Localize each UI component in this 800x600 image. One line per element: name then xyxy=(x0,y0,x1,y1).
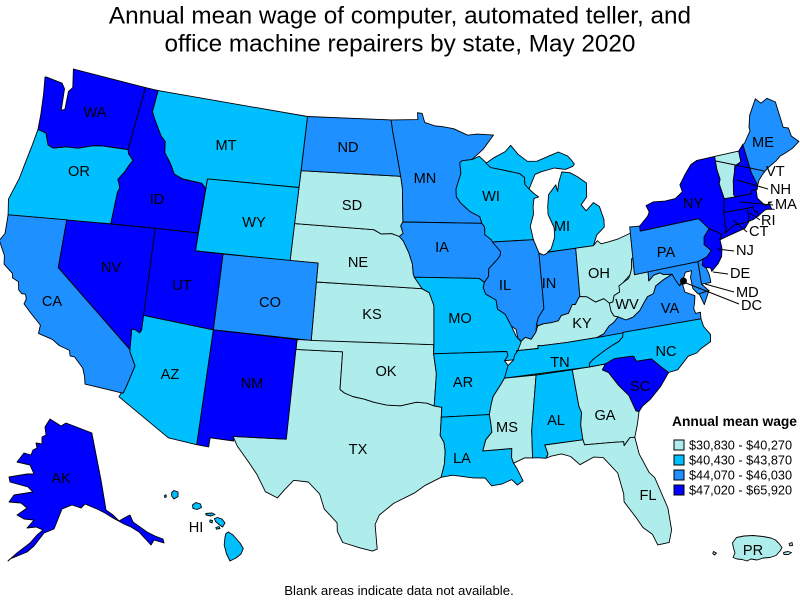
svg-text:WA: WA xyxy=(84,105,107,121)
svg-text:KS: KS xyxy=(362,307,382,323)
svg-text:KY: KY xyxy=(572,316,592,332)
svg-text:SC: SC xyxy=(630,379,650,395)
svg-text:WV: WV xyxy=(615,297,639,313)
svg-text:ND: ND xyxy=(337,140,358,156)
svg-text:NC: NC xyxy=(655,344,676,360)
svg-text:LA: LA xyxy=(453,451,471,467)
svg-text:MS: MS xyxy=(496,420,518,436)
svg-text:ME: ME xyxy=(752,135,774,151)
svg-text:MA: MA xyxy=(775,197,797,213)
svg-text:OR: OR xyxy=(68,164,90,180)
svg-text:UT: UT xyxy=(172,278,192,294)
svg-text:NV: NV xyxy=(101,260,122,276)
svg-text:IL: IL xyxy=(499,278,511,294)
svg-text:PR: PR xyxy=(743,543,763,559)
svg-text:MO: MO xyxy=(448,311,472,327)
svg-text:MD: MD xyxy=(736,285,759,301)
svg-text:CT: CT xyxy=(749,224,769,240)
svg-text:PA: PA xyxy=(657,245,676,261)
svg-text:AK: AK xyxy=(51,471,71,487)
svg-text:NH: NH xyxy=(770,182,791,198)
svg-text:OH: OH xyxy=(588,266,610,282)
svg-text:TX: TX xyxy=(349,442,368,458)
svg-text:Annual mean wage of computer,: Annual mean wage of computer, automated … xyxy=(109,3,691,30)
svg-text:$40,430 - $43,870: $40,430 - $43,870 xyxy=(689,454,792,468)
svg-text:AL: AL xyxy=(547,413,565,429)
svg-text:MT: MT xyxy=(215,138,236,154)
svg-text:DE: DE xyxy=(730,266,751,282)
svg-text:CO: CO xyxy=(259,295,281,311)
svg-text:ID: ID xyxy=(150,192,165,208)
svg-text:$30,830 - $40,270: $30,830 - $40,270 xyxy=(689,439,792,453)
svg-text:HI: HI xyxy=(189,520,204,536)
svg-text:VA: VA xyxy=(661,301,680,317)
svg-text:WI: WI xyxy=(482,189,500,205)
svg-text:TN: TN xyxy=(550,355,569,371)
svg-text:Blank areas indicate data not: Blank areas indicate data not available. xyxy=(284,583,513,598)
svg-text:FL: FL xyxy=(639,488,656,504)
svg-text:GA: GA xyxy=(594,408,615,424)
svg-text:AZ: AZ xyxy=(161,367,180,383)
svg-text:NY: NY xyxy=(683,196,704,212)
svg-text:MI: MI xyxy=(554,219,570,235)
svg-text:$44,070 - $46,030: $44,070 - $46,030 xyxy=(689,469,792,483)
svg-text:AR: AR xyxy=(453,375,473,391)
svg-text:IA: IA xyxy=(435,240,449,256)
svg-text:NE: NE xyxy=(348,255,369,271)
svg-text:office machine repairers by st: office machine repairers by state, May 2… xyxy=(165,31,636,58)
svg-text:VT: VT xyxy=(766,164,785,180)
svg-text:RI: RI xyxy=(761,213,776,229)
svg-text:IN: IN xyxy=(542,276,557,292)
svg-text:NM: NM xyxy=(241,376,264,392)
svg-text:MN: MN xyxy=(414,171,437,187)
svg-text:SD: SD xyxy=(342,198,362,214)
svg-text:NJ: NJ xyxy=(736,243,754,259)
svg-text:OK: OK xyxy=(375,364,396,380)
svg-text:CA: CA xyxy=(42,294,63,310)
svg-text:DC: DC xyxy=(741,298,762,314)
svg-text:WY: WY xyxy=(242,215,266,231)
svg-text:Annual mean wage: Annual mean wage xyxy=(672,414,797,429)
svg-text:$47,020 - $65,920: $47,020 - $65,920 xyxy=(689,484,792,498)
